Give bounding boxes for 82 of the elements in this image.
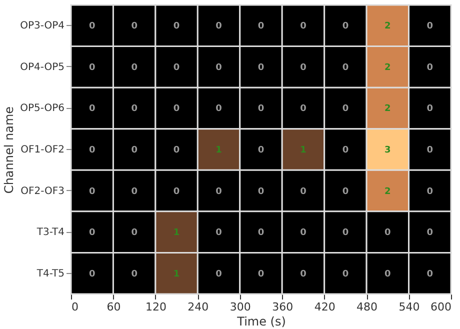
data-label: 0	[216, 62, 222, 73]
data-label: 0	[258, 146, 264, 156]
data-label: 0	[258, 22, 264, 32]
data-label: 1	[173, 228, 180, 238]
data-label: 0	[342, 228, 349, 238]
y-axis-title: Channel name	[2, 106, 16, 194]
data-label: 0	[88, 228, 96, 238]
data-label: 0	[173, 186, 180, 197]
text: 240	[188, 300, 209, 314]
data-label: 2	[384, 186, 391, 197]
data-label: 0	[384, 228, 391, 238]
data-label: 0	[258, 104, 264, 114]
data-label: 0	[131, 269, 138, 280]
data-label: 0	[258, 62, 264, 73]
data-label: 0	[88, 104, 96, 114]
data-label: 0	[216, 22, 222, 32]
data-label: 0	[88, 269, 96, 280]
data-label: 0	[258, 186, 264, 197]
data-label: 0	[131, 62, 138, 73]
data-label: 0	[342, 62, 349, 73]
data-label: 0	[131, 22, 138, 32]
data-label: 0	[342, 186, 349, 197]
data-label: 0	[173, 146, 180, 156]
data-label: 0	[131, 186, 138, 197]
data-label: 0	[131, 104, 138, 114]
data-label: 3	[384, 146, 391, 156]
data-label: 1	[300, 146, 306, 156]
data-label: 0	[173, 62, 180, 73]
data-label: 0	[342, 146, 349, 156]
y-tick-label: OP4-OP5	[20, 62, 64, 73]
data-label: 0	[131, 146, 138, 156]
data-label: 0	[88, 186, 96, 197]
data-label: 0	[426, 62, 434, 73]
data-label: 0	[88, 62, 96, 73]
y-tick-label: OF2-OF3	[20, 186, 64, 197]
data-label: 0	[300, 104, 306, 114]
y-tick-label: OP5-OP6	[20, 103, 64, 114]
data-label: 0	[300, 62, 306, 73]
data-label: 1	[216, 146, 222, 156]
data-label: 2	[384, 104, 391, 114]
data-label: 0	[258, 269, 264, 280]
data-label: 0	[88, 22, 96, 32]
text: 0	[72, 300, 78, 314]
data-label: 0	[131, 228, 138, 238]
text: 540	[398, 300, 420, 314]
y-tick-label: T4-T5	[36, 268, 64, 280]
y-tick-label: T3-T4	[36, 227, 64, 238]
data-label: 0	[426, 22, 434, 32]
data-label: 0	[384, 269, 391, 280]
data-label: 0	[88, 146, 96, 156]
y-tick-label: OF1-OF2	[20, 144, 64, 156]
data-label: 0	[426, 186, 434, 197]
data-label: 0	[426, 146, 434, 156]
text: 480	[356, 300, 378, 314]
data-label: 0	[300, 269, 306, 280]
data-label: 0	[342, 269, 349, 280]
y-tick-label: OP3-OP4	[20, 20, 64, 32]
data-label: 0	[258, 228, 264, 238]
text: 120	[145, 300, 166, 314]
data-label: 0	[426, 104, 434, 114]
data-label: 0	[300, 22, 306, 32]
data-label: 0	[426, 228, 434, 238]
text: 300	[230, 300, 251, 314]
x-axis-title: Time (s)	[236, 314, 286, 328]
data-label: 2	[384, 62, 391, 73]
data-label: 0	[216, 186, 222, 197]
data-label: 0	[300, 186, 306, 197]
text: 360	[272, 300, 294, 314]
data-label: 0	[300, 228, 306, 238]
data-label: 0	[216, 228, 222, 238]
data-label: 0	[426, 269, 434, 280]
data-label: 1	[173, 269, 180, 280]
data-label: 0	[342, 104, 349, 114]
data-label: 0	[173, 104, 180, 114]
text: 420	[314, 300, 336, 314]
data-label: 2	[384, 22, 391, 32]
data-label: 0	[216, 269, 222, 280]
data-label: 0	[342, 22, 349, 32]
text: 600	[430, 300, 452, 314]
text: 60	[106, 300, 121, 314]
data-label: 0	[216, 104, 222, 114]
data-label: 0	[173, 22, 180, 32]
